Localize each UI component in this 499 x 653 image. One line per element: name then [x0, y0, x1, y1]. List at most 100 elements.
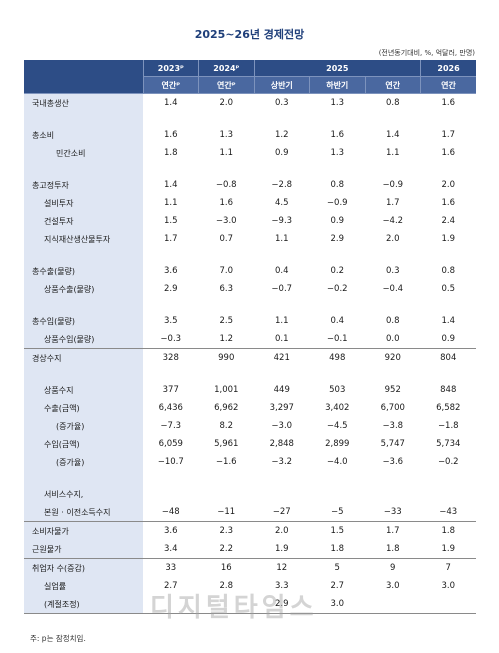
- spacer-row: [24, 367, 476, 381]
- value-cell: 7: [420, 558, 477, 577]
- spacer-cell: [421, 367, 477, 381]
- value-cell: −4.5: [326, 421, 348, 431]
- row-label: (계절조정): [24, 595, 143, 614]
- value-cell: 1.2: [274, 130, 289, 140]
- value-cell: 848: [440, 385, 457, 395]
- value-cell: −1.8: [437, 421, 459, 431]
- value-cell: 2.0: [254, 521, 310, 540]
- spacer-cell: [24, 298, 143, 312]
- value-cell: −10.7: [157, 457, 184, 467]
- value-cell: 2.9: [330, 234, 345, 244]
- row-label: 소비자물가: [24, 521, 143, 540]
- spacer-cell: [310, 112, 366, 126]
- value-cell: −0.2: [326, 284, 348, 294]
- row-label: 건설투자: [24, 212, 143, 230]
- value-cell: −7.3: [160, 421, 182, 431]
- value-cell: [143, 485, 199, 503]
- row-label: 경상수지: [24, 348, 143, 367]
- value-cell: 6.3: [219, 284, 234, 294]
- value-cell: 1.1: [385, 148, 400, 158]
- table-row: 소비자물가 3.6 2.3 2.0 1.5 1.7 1.8: [24, 521, 477, 540]
- value-cell: [420, 595, 477, 614]
- spacer-cell: [143, 162, 199, 176]
- value-cell: 2.5: [219, 316, 234, 326]
- table-row: 상품수출(물량) 2.9 6.3 −0.7 −0.2 −0.4 0.5: [24, 280, 476, 298]
- value-cell: 3,297: [269, 403, 294, 413]
- spacer-cell: [310, 162, 366, 176]
- value-cell: 3.0: [309, 595, 365, 614]
- spacer-row: [24, 298, 476, 312]
- value-cell: −3.6: [382, 457, 404, 467]
- value-cell: 5,747: [380, 439, 405, 449]
- spacer-cell: [421, 248, 477, 262]
- table-row: 건설투자 1.5 −3.0 −9.3 0.9 −4.2 2.4: [24, 212, 476, 230]
- value-cell: [421, 485, 477, 503]
- value-cell: [365, 485, 421, 503]
- value-cell: 1.9: [441, 234, 456, 244]
- value-cell: 1.9: [441, 544, 456, 554]
- value-cell: −0.9: [326, 198, 348, 208]
- value-cell: 0.3: [274, 98, 289, 108]
- table-row: 서비스수지,: [24, 485, 476, 503]
- value-cell: 449: [273, 385, 290, 395]
- table-title: 2025~26년 경제전망: [194, 28, 305, 41]
- row-label: 민간소비: [24, 144, 143, 162]
- value-cell: −0.8: [215, 180, 237, 190]
- row-label: 설비투자: [24, 194, 143, 212]
- table-row: 지식재산생산물투자 1.7 0.7 1.1 2.9 2.0 1.9: [24, 230, 476, 248]
- header-year: 2024ᴾ: [198, 60, 254, 77]
- value-cell: 1.8: [330, 544, 345, 554]
- spacer-cell: [310, 248, 366, 262]
- value-cell: 9: [365, 558, 421, 577]
- value-cell: 0.9: [274, 148, 289, 158]
- spacer-cell: [254, 248, 310, 262]
- value-cell: 0.9: [441, 334, 456, 344]
- value-cell: −4.0: [326, 457, 348, 467]
- row-label: 총수출(물량): [24, 262, 143, 280]
- spacer-cell: [143, 471, 199, 485]
- value-cell: [198, 595, 254, 614]
- value-cell: 6,962: [214, 403, 239, 413]
- spacer-cell: [199, 162, 255, 176]
- value-cell: 2.8: [219, 581, 234, 591]
- value-cell: −3.2: [271, 457, 293, 467]
- value-cell: 2.0: [441, 180, 456, 190]
- value-cell: 2,899: [325, 439, 350, 449]
- row-label: 국내총생산: [24, 93, 143, 112]
- spacer-cell: [254, 367, 310, 381]
- value-cell: 6,059: [158, 439, 183, 449]
- value-cell: 16: [198, 558, 254, 577]
- table-row: 국내총생산 1.4 2.0 0.3 1.3 0.8 1.6: [24, 93, 476, 112]
- row-label: (증가율): [24, 453, 143, 471]
- value-cell: 2.9: [163, 284, 178, 294]
- header-period: 연간ᴾ: [198, 76, 254, 94]
- table-row: 민간소비 1.8 1.1 0.9 1.3 1.1 1.6: [24, 144, 476, 162]
- table-row: 총고정투자 1.4 −0.8 −2.8 0.8 −0.9 2.0: [24, 176, 476, 194]
- value-cell: [143, 595, 199, 614]
- value-cell: 1.7: [163, 234, 178, 244]
- table-row: 실업률 2.7 2.8 3.3 2.7 3.0 3.0: [24, 577, 476, 595]
- value-cell: 12: [254, 558, 310, 577]
- value-cell: 0.8: [441, 266, 456, 276]
- spacer-cell: [24, 112, 143, 126]
- row-label: 총고정투자: [24, 176, 143, 194]
- value-cell: [199, 485, 255, 503]
- value-cell: 1.7: [441, 130, 456, 140]
- value-cell: 1.8: [163, 148, 178, 158]
- table-row: 상품수입(물량) −0.3 1.2 0.1 −0.1 0.0 0.9: [24, 330, 476, 349]
- value-cell: −3.8: [382, 421, 404, 431]
- value-cell: 0.0: [385, 334, 400, 344]
- value-cell: 6,700: [380, 403, 405, 413]
- value-cell: 498: [309, 348, 365, 367]
- value-cell: 1.7: [385, 198, 400, 208]
- value-cell: 1.8: [385, 544, 400, 554]
- spacer-cell: [143, 298, 199, 312]
- table-body: 국내총생산 1.4 2.0 0.3 1.3 0.8 1.6 총소비 1.6 1.3 1.2 1.6 1.…: [24, 93, 477, 614]
- value-cell: −0.9: [382, 180, 404, 190]
- spacer-cell: [421, 298, 477, 312]
- value-cell: 0.7: [219, 234, 234, 244]
- value-cell: 1.6: [441, 98, 456, 108]
- value-cell: −27: [272, 507, 291, 517]
- header-year: 2023ᴾ: [142, 60, 199, 77]
- value-cell: 0.8: [385, 316, 400, 326]
